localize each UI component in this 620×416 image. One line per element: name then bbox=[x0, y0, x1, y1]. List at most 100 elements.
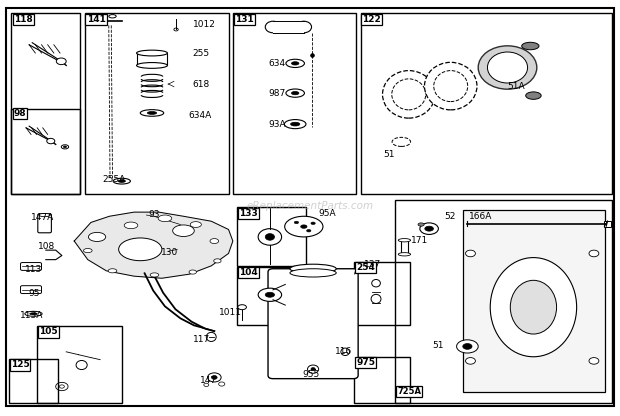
Ellipse shape bbox=[150, 273, 159, 277]
Ellipse shape bbox=[56, 58, 66, 64]
FancyBboxPatch shape bbox=[38, 214, 51, 233]
Ellipse shape bbox=[39, 213, 50, 217]
Text: 975: 975 bbox=[356, 359, 375, 367]
Ellipse shape bbox=[95, 17, 105, 25]
Text: 98: 98 bbox=[14, 109, 27, 118]
Text: 95A: 95A bbox=[318, 209, 335, 218]
Ellipse shape bbox=[118, 238, 162, 261]
Ellipse shape bbox=[84, 248, 92, 253]
Ellipse shape bbox=[383, 71, 435, 118]
Ellipse shape bbox=[456, 340, 478, 353]
Ellipse shape bbox=[589, 358, 599, 364]
Ellipse shape bbox=[265, 21, 281, 33]
Text: 147: 147 bbox=[200, 376, 217, 385]
Text: 254: 254 bbox=[356, 263, 375, 272]
Ellipse shape bbox=[25, 311, 42, 316]
Ellipse shape bbox=[311, 222, 315, 225]
Text: 130: 130 bbox=[161, 248, 178, 257]
Ellipse shape bbox=[371, 295, 381, 303]
Ellipse shape bbox=[311, 367, 315, 371]
Ellipse shape bbox=[434, 71, 467, 102]
Ellipse shape bbox=[113, 178, 130, 184]
Text: 51A: 51A bbox=[508, 82, 525, 91]
Ellipse shape bbox=[211, 376, 217, 379]
Text: 117: 117 bbox=[193, 335, 210, 344]
Ellipse shape bbox=[290, 264, 336, 273]
Bar bbox=[11, 109, 81, 193]
Ellipse shape bbox=[118, 180, 125, 182]
Ellipse shape bbox=[372, 280, 380, 287]
Ellipse shape bbox=[30, 313, 37, 315]
Text: 618: 618 bbox=[193, 79, 210, 89]
Text: 113: 113 bbox=[25, 265, 42, 275]
Ellipse shape bbox=[341, 348, 350, 356]
Text: 104: 104 bbox=[239, 268, 258, 277]
Ellipse shape bbox=[463, 344, 472, 349]
Ellipse shape bbox=[258, 229, 281, 245]
Text: 118: 118 bbox=[14, 15, 32, 24]
Ellipse shape bbox=[258, 288, 281, 301]
Ellipse shape bbox=[418, 223, 424, 226]
Ellipse shape bbox=[174, 28, 178, 31]
Text: 171: 171 bbox=[410, 236, 428, 245]
Ellipse shape bbox=[108, 15, 116, 18]
Ellipse shape bbox=[189, 270, 197, 274]
Text: 725A: 725A bbox=[397, 386, 421, 396]
Ellipse shape bbox=[420, 223, 438, 235]
Ellipse shape bbox=[172, 225, 194, 237]
Text: 133: 133 bbox=[239, 209, 258, 218]
Ellipse shape bbox=[308, 365, 319, 373]
FancyBboxPatch shape bbox=[20, 286, 42, 294]
Text: 1012: 1012 bbox=[193, 20, 216, 29]
Bar bbox=[237, 267, 306, 324]
Bar bbox=[37, 326, 122, 403]
Ellipse shape bbox=[296, 21, 311, 33]
Ellipse shape bbox=[61, 145, 69, 149]
Text: 108: 108 bbox=[38, 242, 56, 250]
Bar bbox=[136, 53, 167, 65]
Ellipse shape bbox=[136, 50, 167, 56]
Bar bbox=[463, 210, 605, 392]
Ellipse shape bbox=[291, 62, 299, 65]
Text: 52: 52 bbox=[445, 212, 456, 221]
Text: 51: 51 bbox=[432, 341, 444, 350]
Bar bbox=[355, 262, 410, 324]
Bar bbox=[355, 357, 410, 403]
Ellipse shape bbox=[89, 233, 105, 241]
Ellipse shape bbox=[190, 222, 202, 228]
Text: 141: 141 bbox=[87, 15, 105, 24]
Polygon shape bbox=[74, 212, 233, 278]
Ellipse shape bbox=[286, 89, 304, 97]
Ellipse shape bbox=[219, 382, 225, 386]
Ellipse shape bbox=[210, 239, 219, 243]
Text: 125: 125 bbox=[11, 361, 29, 369]
Ellipse shape bbox=[490, 258, 577, 357]
Ellipse shape bbox=[526, 92, 541, 99]
Ellipse shape bbox=[204, 383, 209, 386]
Ellipse shape bbox=[285, 216, 323, 237]
Ellipse shape bbox=[158, 215, 172, 222]
Ellipse shape bbox=[294, 221, 299, 224]
Bar bbox=[11, 13, 81, 193]
Ellipse shape bbox=[291, 122, 300, 126]
Bar bbox=[604, 221, 611, 227]
Text: 131: 131 bbox=[235, 15, 254, 24]
Bar bbox=[9, 359, 58, 403]
Ellipse shape bbox=[208, 373, 221, 382]
Bar bbox=[85, 13, 229, 193]
Ellipse shape bbox=[124, 222, 138, 229]
Text: 166A: 166A bbox=[469, 212, 493, 221]
Text: 955: 955 bbox=[302, 369, 319, 379]
Ellipse shape bbox=[291, 92, 299, 95]
Bar bbox=[233, 13, 356, 193]
Ellipse shape bbox=[148, 111, 157, 114]
Text: 93: 93 bbox=[148, 210, 160, 219]
Ellipse shape bbox=[392, 137, 410, 146]
Ellipse shape bbox=[265, 292, 275, 297]
Text: 634A: 634A bbox=[188, 111, 211, 120]
Ellipse shape bbox=[140, 110, 164, 116]
Ellipse shape bbox=[286, 59, 304, 67]
Bar bbox=[395, 200, 613, 403]
Ellipse shape bbox=[307, 230, 311, 232]
Text: 1011: 1011 bbox=[219, 308, 242, 317]
